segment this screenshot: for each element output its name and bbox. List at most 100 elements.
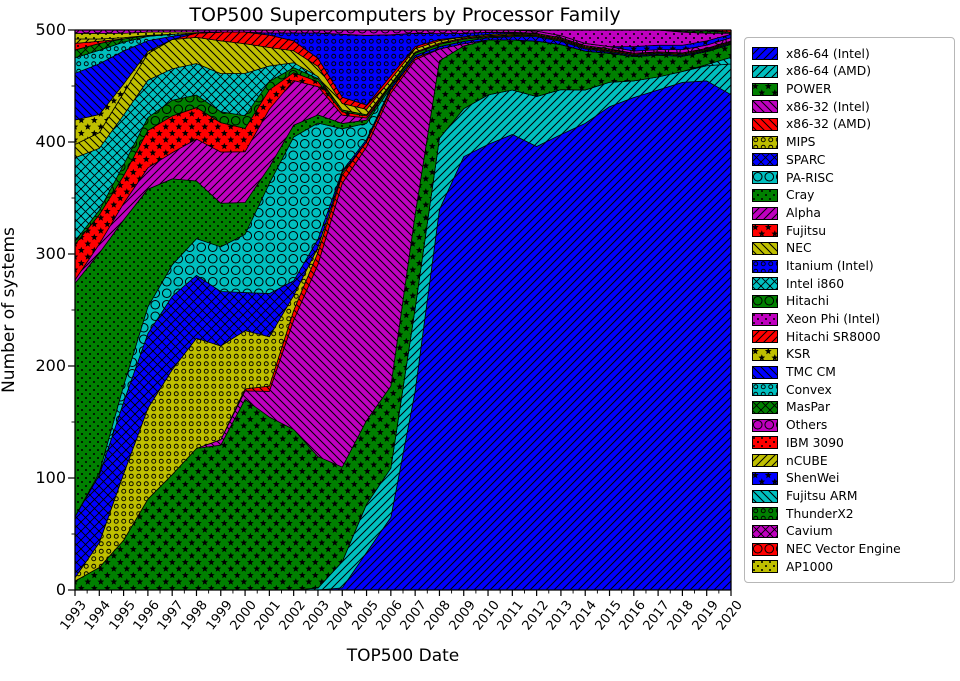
legend-swatch: [752, 401, 778, 415]
legend-label: TMC CM: [786, 365, 836, 380]
legend-swatch: [752, 47, 778, 61]
legend-swatch: [752, 471, 778, 485]
legend-swatch: [752, 171, 778, 185]
legend-item: x86-32 (Intel): [752, 98, 954, 116]
legend-label: x86-32 (AMD): [786, 117, 872, 132]
legend-label: Fujitsu: [786, 223, 827, 238]
legend-label: KSR: [786, 347, 811, 362]
legend-label: Cavium: [786, 524, 833, 539]
legend-label: ShenWei: [786, 471, 840, 486]
legend-item: ShenWei: [752, 470, 954, 488]
x-axis-label: TOP500 Date: [346, 646, 460, 666]
area-band-hatch: [75, 32, 731, 145]
legend-swatch: [752, 383, 778, 397]
legend-label: MasPar: [786, 400, 831, 415]
axes: [68, 29, 732, 596]
chart-title: TOP500 Supercomputers by Processor Famil…: [189, 4, 621, 26]
legend-label: IBM 3090: [786, 435, 844, 450]
legend-item: TMC CM: [752, 363, 954, 381]
legend-swatch: [752, 454, 778, 468]
area-band-hatch: [75, 30, 731, 47]
legend-swatch: [752, 524, 778, 538]
legend-label: Hitachi: [786, 294, 829, 309]
y-tick-label: 400: [35, 132, 66, 151]
legend-label: Itanium (Intel): [786, 258, 874, 273]
legend-item: Hitachi SR8000: [752, 328, 954, 346]
legend-swatch: [752, 312, 778, 326]
legend-label: Convex: [786, 382, 832, 397]
legend-item: IBM 3090: [752, 434, 954, 452]
legend-swatch: [752, 489, 778, 503]
legend-swatch: [752, 294, 778, 308]
legend-swatch: [752, 118, 778, 132]
legend-swatch: [752, 241, 778, 255]
legend-item: Others: [752, 416, 954, 434]
legend-item: x86-32 (AMD): [752, 116, 954, 134]
legend-item: nCUBE: [752, 452, 954, 470]
legend-label: PA-RISC: [786, 170, 834, 185]
legend-label: POWER: [786, 82, 832, 97]
legend-swatch: [752, 542, 778, 556]
legend-item: SPARC: [752, 151, 954, 169]
legend-item: NEC Vector Engine: [752, 540, 954, 558]
legend-swatch: [752, 330, 778, 344]
legend-swatch: [752, 206, 778, 220]
y-tick-label: 0: [55, 580, 66, 599]
legend-label: Cray: [786, 188, 815, 203]
legend-swatch: [752, 100, 778, 114]
legend-item: Fujitsu: [752, 222, 954, 240]
legend-item: x86-64 (AMD): [752, 63, 954, 81]
area-band-hatch: [75, 36, 731, 517]
area-band-hatch: [75, 36, 731, 578]
legend-item: POWER: [752, 80, 954, 98]
area-band-hatch: [75, 35, 731, 284]
area-band-hatch: [75, 80, 731, 590]
legend-item: MasPar: [752, 399, 954, 417]
y-tick-label: 300: [35, 244, 66, 263]
legend-label: Intel i860: [786, 276, 845, 291]
legend-swatch: [752, 188, 778, 202]
legend-label: Alpha: [786, 205, 821, 220]
legend-label: x86-64 (AMD): [786, 64, 872, 79]
legend: x86-64 (Intel) x86-64 (AMD) POWER x86-32 (I…: [744, 37, 955, 583]
legend-label: Fujitsu ARM: [786, 488, 858, 503]
y-tick-label: 500: [35, 20, 66, 39]
legend-item: AP1000: [752, 558, 954, 576]
legend-label: NEC: [786, 241, 812, 256]
legend-swatch: [752, 135, 778, 149]
legend-label: AP1000: [786, 559, 834, 574]
legend-item: NEC: [752, 240, 954, 258]
legend-label: Xeon Phi (Intel): [786, 312, 881, 326]
legend-item: MIPS: [752, 133, 954, 151]
legend-swatch: [752, 82, 778, 96]
legend-item: Alpha: [752, 204, 954, 222]
area-band-hatch: [75, 34, 731, 242]
legend-label: x86-32 (Intel): [786, 99, 870, 114]
legend-item: Convex: [752, 381, 954, 399]
y-axis-label: Number of systems: [0, 227, 19, 393]
legend-label: nCUBE: [786, 453, 828, 468]
legend-swatch: [752, 224, 778, 238]
legend-label: ThunderX2: [786, 506, 854, 521]
legend-item: KSR: [752, 346, 954, 364]
legend-item: Xeon Phi (Intel): [752, 310, 954, 328]
legend-swatch: [752, 259, 778, 273]
legend-swatch: [752, 348, 778, 362]
legend-item: Intel i860: [752, 275, 954, 293]
legend-swatch: [752, 277, 778, 291]
legend-item: PA-RISC: [752, 169, 954, 187]
legend-label: MIPS: [786, 135, 816, 150]
legend-label: x86-64 (Intel): [786, 46, 870, 61]
legend-item: Hitachi: [752, 293, 954, 311]
area-band-hatch: [75, 30, 731, 52]
area-bands: [74, 29, 732, 591]
legend-item: Cavium: [752, 523, 954, 541]
legend-swatch: [752, 65, 778, 79]
legend-swatch: [752, 560, 778, 574]
legend-label: NEC Vector Engine: [786, 541, 901, 556]
area-band-hatch: [75, 30, 731, 54]
y-tick-label: 100: [35, 468, 66, 487]
y-tick-label: 200: [35, 356, 66, 375]
